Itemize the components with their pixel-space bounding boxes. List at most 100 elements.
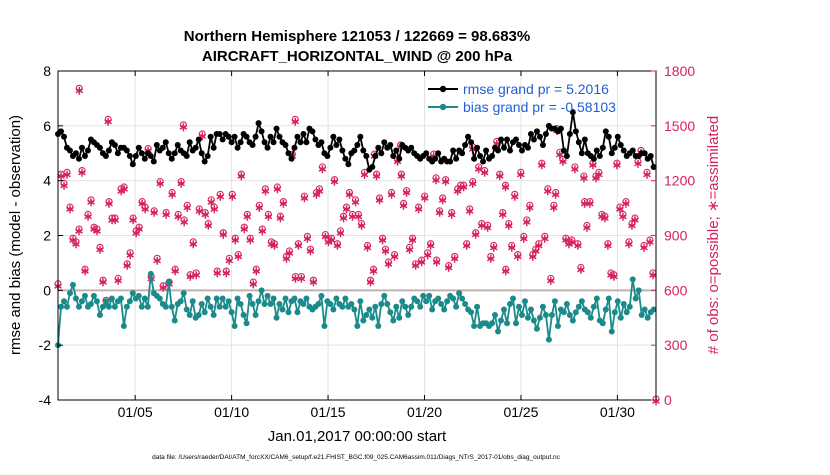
- bias-point: [372, 303, 379, 310]
- obs-assimilated-point: ∗: [648, 268, 658, 282]
- obs-assimilated-point: ∗: [594, 167, 604, 181]
- obs-assimilated-point: ∗: [372, 169, 382, 183]
- rmse-point: [539, 142, 546, 149]
- obs-possible-marker: [496, 170, 504, 178]
- obs-assimilated-point: ∗: [483, 220, 493, 234]
- obs-assimilated-marker: ∗: [320, 230, 330, 244]
- rmse-point: [351, 147, 358, 154]
- obs-assimilated-marker: ∗: [402, 186, 412, 200]
- bias-point: [57, 303, 64, 310]
- bias-point: [471, 322, 478, 329]
- rmse-point: [288, 155, 295, 162]
- rmse-point: [483, 147, 490, 154]
- obs-assimilated-marker: ∗: [347, 209, 357, 223]
- obs-possible-marker: [279, 198, 287, 206]
- obs-possible-marker: [484, 221, 492, 229]
- obs-assimilated-marker: ∗: [393, 155, 403, 169]
- bias-point: [195, 312, 202, 319]
- bias-point: [402, 303, 409, 310]
- obs-possible-marker: [153, 254, 161, 262]
- obs-assimilated-marker: ∗: [465, 204, 475, 218]
- obs-assimilated-point: ∗: [80, 264, 90, 278]
- bias-point: [635, 287, 642, 294]
- obs-assimilated-point: ∗: [585, 197, 595, 211]
- bias-point: [177, 298, 184, 305]
- obs-assimilated-marker: ∗: [444, 261, 454, 275]
- obs-assimilated-point: ∗: [110, 213, 120, 227]
- y-right-tick-label: 900: [664, 228, 688, 244]
- obs-assimilated-point: ∗: [615, 202, 625, 216]
- obs-assimilated-point: ∗: [546, 273, 556, 287]
- obs-assimilated-marker: ∗: [71, 237, 81, 251]
- bias-point: [572, 309, 579, 316]
- obs-assimilated-point: ∗: [152, 253, 162, 267]
- bias-point: [348, 301, 355, 308]
- obs-possible-marker: [643, 168, 651, 176]
- bias-point: [507, 301, 514, 308]
- rmse-point: [141, 155, 148, 162]
- obs-assimilated-marker: ∗: [564, 237, 574, 251]
- obs-assimilated-marker: ∗: [305, 244, 315, 258]
- obs-assimilated-point: ∗: [501, 264, 511, 278]
- obs-assimilated-marker: ∗: [624, 237, 634, 251]
- bias-point: [399, 298, 406, 305]
- rmse-point: [336, 136, 343, 143]
- obs-assimilated-marker: ∗: [107, 213, 117, 227]
- obs-possible-marker: [273, 183, 281, 191]
- rmse-point: [489, 152, 496, 159]
- obs-possible-marker: [580, 172, 588, 180]
- obs-assimilated-marker: ∗: [582, 220, 592, 234]
- rmse-point: [608, 150, 615, 157]
- bias-point: [60, 298, 67, 305]
- obs-assimilated-marker: ∗: [618, 209, 628, 223]
- obs-assimilated-marker: ∗: [600, 211, 610, 225]
- obs-assimilated-marker: ∗: [74, 83, 84, 97]
- bias-point: [237, 301, 244, 308]
- obs-assimilated-marker: ∗: [438, 193, 448, 207]
- obs-possible-marker: [526, 201, 534, 209]
- bias-point: [501, 306, 508, 313]
- obs-assimilated-point: ∗: [444, 261, 454, 275]
- obs-assimilated-marker: ∗: [296, 272, 306, 286]
- obs-assimilated-marker: ∗: [459, 180, 469, 194]
- rmse-point: [273, 125, 280, 132]
- obs-assimilated-point: ∗: [498, 208, 508, 222]
- obs-possible-marker: [421, 192, 429, 200]
- obs-possible-marker: [619, 210, 627, 218]
- obs-assimilated-marker: ∗: [420, 191, 430, 205]
- bias-point: [90, 292, 97, 299]
- rmse-point: [84, 147, 91, 154]
- obs-assimilated-marker: ∗: [293, 239, 303, 253]
- rmse-point: [333, 142, 340, 149]
- rmse-point: [72, 150, 79, 157]
- obs-possible-marker: [306, 245, 314, 253]
- obs-possible-marker: [622, 198, 630, 206]
- bias-point: [369, 314, 376, 321]
- obs-assimilated-point: ∗: [83, 209, 93, 223]
- obs-assimilated-point: ∗: [275, 211, 285, 225]
- obs-assimilated-marker: ∗: [495, 169, 505, 183]
- obs-possible-marker: [168, 188, 176, 197]
- obs-possible-marker: [66, 203, 74, 211]
- y-right-tick-label: 1800: [664, 63, 695, 79]
- obs-possible-marker: [231, 234, 239, 242]
- obs-assimilated-marker: ∗: [269, 239, 279, 253]
- obs-possible-marker: [285, 247, 293, 255]
- obs-possible-marker: [159, 282, 167, 290]
- obs-assimilated-point: ∗: [257, 224, 267, 238]
- rmse-point: [303, 139, 310, 146]
- rmse-point: [533, 128, 540, 135]
- bias-point: [492, 312, 499, 319]
- obs-possible-marker: [541, 232, 549, 240]
- obs-assimilated-point: ∗: [435, 206, 445, 220]
- obs-possible-marker: [114, 274, 122, 282]
- bias-point: [459, 295, 466, 302]
- obs-assimilated-marker: ∗: [504, 219, 514, 233]
- bias-point: [623, 309, 630, 316]
- obs-assimilated-point: ∗: [353, 209, 363, 223]
- bias-point: [201, 309, 208, 316]
- obs-assimilated-point: ∗: [531, 244, 541, 258]
- bias-point: [120, 322, 127, 329]
- obs-possible-marker: [300, 192, 308, 200]
- obs-possible-marker: [276, 212, 284, 220]
